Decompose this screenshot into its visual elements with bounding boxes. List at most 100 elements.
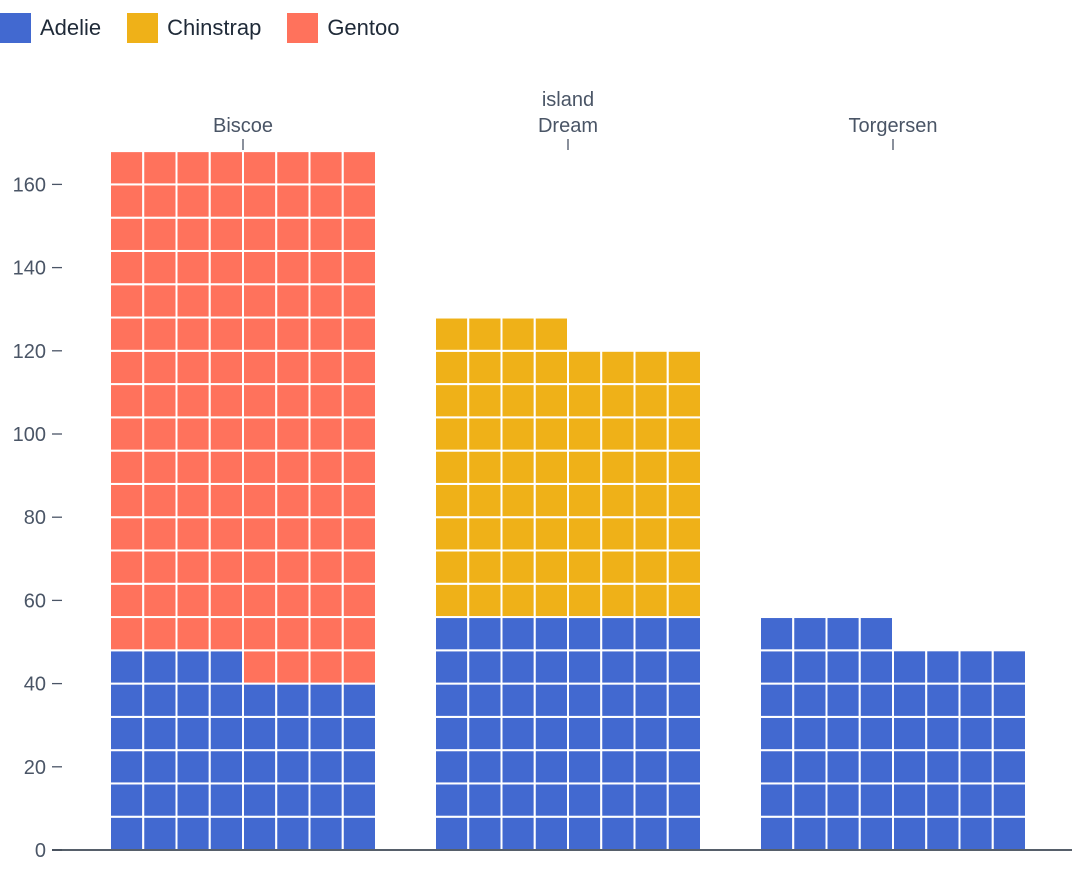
waffle-cell-adelie xyxy=(567,782,603,818)
y-tick-label-0: 0 xyxy=(35,840,46,862)
waffle-cell-chinstrap xyxy=(666,416,702,452)
waffle-cell-adelie xyxy=(666,815,702,851)
waffle-cell-adelie xyxy=(467,682,503,718)
waffle-cell-gentoo xyxy=(308,316,344,352)
waffle-cell-adelie xyxy=(500,749,536,785)
waffle-cell-chinstrap xyxy=(666,349,702,386)
waffle-cell-chinstrap xyxy=(567,449,603,485)
waffle-cell-gentoo xyxy=(142,449,178,485)
waffle-cell-adelie xyxy=(467,715,503,752)
waffle-cell-adelie xyxy=(208,715,244,752)
waffle-cell-chinstrap xyxy=(467,449,503,485)
waffle-cell-chinstrap xyxy=(467,549,503,585)
waffle-cell-adelie xyxy=(825,682,861,718)
waffle-cell-adelie xyxy=(109,815,145,851)
waffle-cell-gentoo xyxy=(242,482,278,519)
y-tick-label-160: 160 xyxy=(13,174,46,196)
waffle-cell-chinstrap xyxy=(567,516,603,552)
waffle-cell-adelie xyxy=(759,616,795,652)
waffle-cell-adelie xyxy=(109,749,145,785)
waffle-cell-adelie xyxy=(242,749,278,785)
waffle-cell-adelie xyxy=(792,616,828,652)
waffle-cell-gentoo xyxy=(242,183,278,219)
waffle-cell-chinstrap xyxy=(500,482,536,519)
waffle-cell-gentoo xyxy=(242,449,278,485)
waffle-cell-gentoo xyxy=(341,283,377,319)
waffle-cell-gentoo xyxy=(308,416,344,452)
waffle-cell-gentoo xyxy=(208,482,244,519)
waffle-cell-gentoo xyxy=(308,349,344,386)
waffle-cell-chinstrap xyxy=(533,316,569,352)
waffle-cell-gentoo xyxy=(175,616,211,652)
waffle-cell-chinstrap xyxy=(500,516,536,552)
legend-label-adelie: Adelie xyxy=(40,15,102,40)
waffle-cell-chinstrap xyxy=(666,383,702,419)
waffle-cell-chinstrap xyxy=(633,516,669,552)
waffle-cell-adelie xyxy=(792,649,828,685)
waffle-cell-chinstrap xyxy=(666,549,702,585)
waffle-cell-gentoo xyxy=(208,349,244,386)
waffle-cell-chinstrap xyxy=(600,416,636,452)
waffle-cell-adelie xyxy=(341,782,377,818)
waffle-cell-gentoo xyxy=(208,616,244,652)
waffle-cell-adelie xyxy=(925,682,961,718)
waffle-cell-chinstrap xyxy=(666,482,702,519)
waffle-cell-gentoo xyxy=(175,249,211,286)
waffle-cell-adelie xyxy=(858,616,894,652)
waffle-cell-gentoo xyxy=(308,449,344,485)
waffle-cell-gentoo xyxy=(142,416,178,452)
waffle-cell-gentoo xyxy=(142,482,178,519)
waffle-cell-gentoo xyxy=(142,150,178,186)
legend-swatch-chinstrap xyxy=(127,13,159,43)
waffle-cell-gentoo xyxy=(142,249,178,286)
waffle-cell-adelie xyxy=(633,815,669,851)
waffle-cell-adelie xyxy=(341,749,377,785)
waffle-cell-chinstrap xyxy=(533,383,569,419)
waffle-cell-gentoo xyxy=(341,349,377,386)
waffle-cell-chinstrap xyxy=(434,482,470,519)
legend-item-chinstrap[interactable]: Chinstrap xyxy=(127,13,261,43)
waffle-cell-gentoo xyxy=(208,150,244,186)
waffle-cell-adelie xyxy=(825,649,861,685)
waffle-cell-adelie xyxy=(825,782,861,818)
waffle-cell-adelie xyxy=(109,715,145,752)
waffle-cell-gentoo xyxy=(175,150,211,186)
waffle-cell-gentoo xyxy=(308,249,344,286)
legend-item-adelie[interactable]: Adelie xyxy=(0,13,101,43)
waffle-cell-adelie xyxy=(991,749,1027,785)
waffle-cell-gentoo xyxy=(341,649,377,685)
waffle-cell-gentoo xyxy=(275,616,311,652)
legend-item-gentoo[interactable]: Gentoo xyxy=(287,13,399,43)
waffle-cell-adelie xyxy=(759,782,795,818)
waffle-cell-gentoo xyxy=(142,349,178,386)
waffle-cell-gentoo xyxy=(275,316,311,352)
waffle-cell-adelie xyxy=(666,715,702,752)
waffle-cell-chinstrap xyxy=(467,383,503,419)
waffle-cell-adelie xyxy=(759,649,795,685)
legend-swatch-gentoo xyxy=(287,13,319,43)
waffle-cell-gentoo xyxy=(142,616,178,652)
waffle-cell-chinstrap xyxy=(434,316,470,352)
waffle-cell-gentoo xyxy=(175,416,211,452)
waffle-cell-adelie xyxy=(666,682,702,718)
waffle-cell-adelie xyxy=(208,782,244,818)
waffle-cell-adelie xyxy=(275,749,311,785)
waffle-cell-adelie xyxy=(500,715,536,752)
waffle-cell-chinstrap xyxy=(500,316,536,352)
y-axis: 0 20 40 60 80 100 120 140 160 xyxy=(13,174,62,862)
waffle-cell-chinstrap xyxy=(500,383,536,419)
waffle-cell-gentoo xyxy=(275,283,311,319)
waffle-cell-gentoo xyxy=(109,183,145,219)
waffle-cell-gentoo xyxy=(109,449,145,485)
waffle-cell-gentoo xyxy=(308,582,344,619)
waffle-cell-chinstrap xyxy=(567,549,603,585)
waffle-cell-chinstrap xyxy=(434,416,470,452)
waffle-cell-gentoo xyxy=(275,416,311,452)
waffle-cell-gentoo xyxy=(275,582,311,619)
waffle-cell-adelie xyxy=(434,682,470,718)
waffle-cell-chinstrap xyxy=(500,582,536,619)
waffle-cell-gentoo xyxy=(308,150,344,186)
waffle-cell-adelie xyxy=(500,782,536,818)
y-tick-label-100: 100 xyxy=(13,424,46,446)
